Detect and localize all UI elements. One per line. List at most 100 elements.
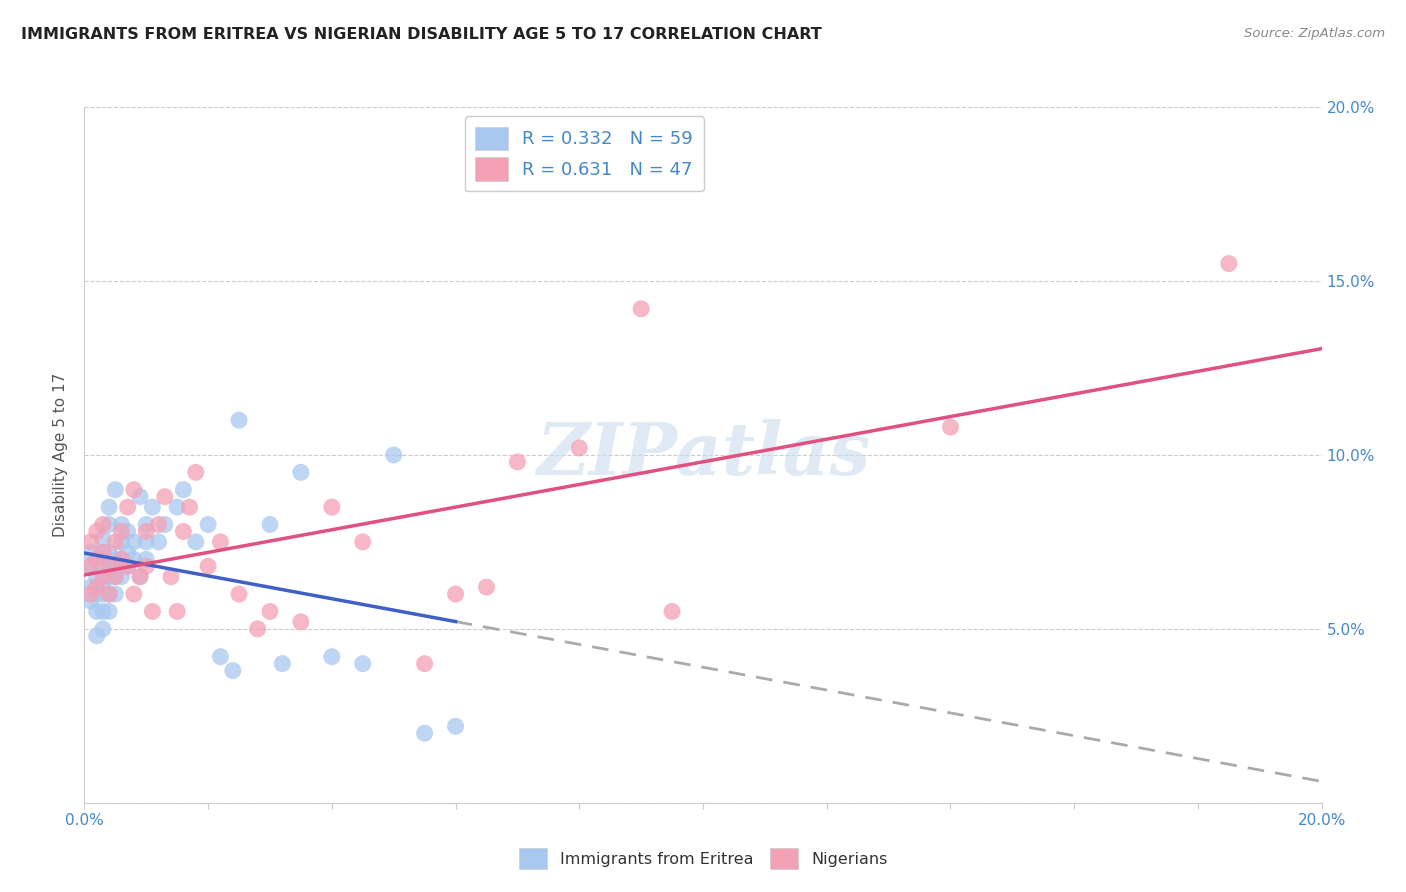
Point bbox=[86, 580, 108, 594]
Point bbox=[413, 657, 436, 671]
Point bbox=[630, 301, 652, 316]
Point bbox=[91, 587, 114, 601]
Point bbox=[110, 552, 132, 566]
Point bbox=[129, 490, 152, 504]
Point bbox=[166, 605, 188, 619]
Point bbox=[209, 534, 232, 549]
Text: ZIPatlas: ZIPatlas bbox=[536, 419, 870, 491]
Point bbox=[160, 570, 183, 584]
Point bbox=[110, 524, 132, 539]
Point bbox=[413, 726, 436, 740]
Point bbox=[117, 500, 139, 514]
Point bbox=[104, 483, 127, 497]
Point bbox=[568, 441, 591, 455]
Point bbox=[661, 605, 683, 619]
Point bbox=[91, 570, 114, 584]
Point bbox=[98, 587, 121, 601]
Legend: Immigrants from Eritrea, Nigerians: Immigrants from Eritrea, Nigerians bbox=[512, 842, 894, 875]
Point bbox=[166, 500, 188, 514]
Point bbox=[321, 649, 343, 664]
Point bbox=[122, 552, 145, 566]
Point bbox=[79, 559, 101, 574]
Text: Source: ZipAtlas.com: Source: ZipAtlas.com bbox=[1244, 27, 1385, 40]
Point bbox=[91, 605, 114, 619]
Point bbox=[91, 580, 114, 594]
Point bbox=[104, 570, 127, 584]
Point bbox=[86, 552, 108, 566]
Point bbox=[98, 545, 121, 559]
Legend: R = 0.332   N = 59, R = 0.631   N = 47: R = 0.332 N = 59, R = 0.631 N = 47 bbox=[464, 116, 704, 192]
Point bbox=[110, 517, 132, 532]
Point bbox=[98, 570, 121, 584]
Point bbox=[135, 524, 157, 539]
Point bbox=[290, 466, 312, 480]
Point bbox=[129, 570, 152, 584]
Point bbox=[259, 517, 281, 532]
Point bbox=[91, 532, 114, 546]
Point bbox=[506, 455, 529, 469]
Point bbox=[153, 517, 176, 532]
Point bbox=[222, 664, 245, 678]
Point bbox=[444, 587, 467, 601]
Point bbox=[135, 517, 157, 532]
Point bbox=[259, 605, 281, 619]
Point bbox=[148, 517, 170, 532]
Point bbox=[91, 622, 114, 636]
Point bbox=[172, 483, 194, 497]
Point bbox=[141, 500, 163, 514]
Point bbox=[290, 615, 312, 629]
Point bbox=[86, 605, 108, 619]
Point bbox=[110, 534, 132, 549]
Point bbox=[444, 719, 467, 733]
Point bbox=[79, 559, 101, 574]
Point bbox=[172, 524, 194, 539]
Point bbox=[271, 657, 294, 671]
Point bbox=[91, 517, 114, 532]
Point bbox=[104, 587, 127, 601]
Point bbox=[321, 500, 343, 514]
Point bbox=[117, 524, 139, 539]
Point bbox=[197, 559, 219, 574]
Point bbox=[184, 466, 207, 480]
Point bbox=[98, 605, 121, 619]
Point bbox=[117, 559, 139, 574]
Point bbox=[209, 649, 232, 664]
Point bbox=[179, 500, 201, 514]
Point bbox=[79, 587, 101, 601]
Point bbox=[91, 559, 114, 574]
Point bbox=[79, 594, 101, 608]
Point bbox=[86, 570, 108, 584]
Point bbox=[86, 524, 108, 539]
Y-axis label: Disability Age 5 to 17: Disability Age 5 to 17 bbox=[53, 373, 69, 537]
Point bbox=[98, 587, 121, 601]
Point bbox=[86, 629, 108, 643]
Point bbox=[86, 587, 108, 601]
Point bbox=[135, 559, 157, 574]
Point bbox=[148, 534, 170, 549]
Point bbox=[184, 534, 207, 549]
Point bbox=[228, 413, 250, 427]
Point bbox=[117, 545, 139, 559]
Point bbox=[104, 570, 127, 584]
Point bbox=[1218, 256, 1240, 270]
Point bbox=[110, 552, 132, 566]
Point bbox=[246, 622, 269, 636]
Point bbox=[79, 580, 101, 594]
Point bbox=[197, 517, 219, 532]
Point bbox=[122, 483, 145, 497]
Point bbox=[98, 500, 121, 514]
Point bbox=[110, 570, 132, 584]
Point bbox=[352, 534, 374, 549]
Point bbox=[135, 552, 157, 566]
Point bbox=[475, 580, 498, 594]
Point bbox=[352, 657, 374, 671]
Point bbox=[228, 587, 250, 601]
Point bbox=[153, 490, 176, 504]
Point bbox=[141, 605, 163, 619]
Point bbox=[939, 420, 962, 434]
Point bbox=[129, 570, 152, 584]
Point bbox=[104, 534, 127, 549]
Point bbox=[91, 545, 114, 559]
Point bbox=[382, 448, 405, 462]
Point bbox=[79, 545, 101, 559]
